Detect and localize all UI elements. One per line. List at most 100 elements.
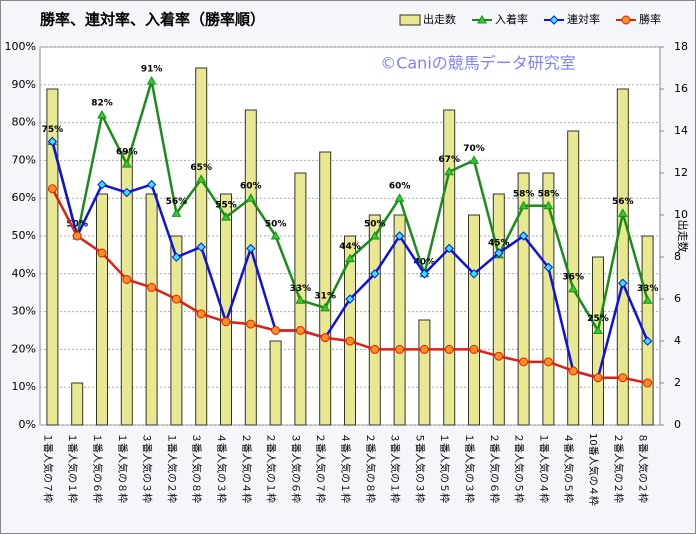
point — [370, 269, 380, 279]
point — [221, 317, 231, 327]
x-tick-label: １番人気の６枠 — [91, 433, 104, 503]
point — [246, 243, 256, 254]
x-tick-label: 10番人気の４枠 — [587, 433, 600, 506]
point — [369, 230, 380, 240]
point — [642, 336, 653, 346]
x-tick-label: ５番人気の３枠 — [413, 433, 426, 503]
data-label: 44% — [339, 242, 361, 252]
point — [47, 184, 57, 194]
bar — [319, 151, 332, 426]
data-label: 60% — [389, 182, 411, 192]
data-label: 50% — [265, 220, 287, 230]
x-tick-label: ４番人気の３枠 — [215, 433, 228, 503]
data-label: 75% — [42, 125, 64, 135]
bar — [468, 214, 480, 426]
bar — [71, 382, 84, 426]
y2-tick-label: 6 — [674, 292, 681, 305]
point — [295, 326, 305, 335]
bar — [517, 172, 530, 426]
point — [171, 208, 182, 217]
legend-swatch — [399, 14, 421, 26]
point — [444, 344, 454, 354]
bar — [170, 235, 183, 426]
point — [221, 212, 231, 221]
y-tick-label: 60% — [12, 191, 36, 204]
x-tick-label: ４番人気の１枠 — [339, 433, 352, 503]
point — [643, 378, 653, 388]
chart-title: 勝率、連対率、入着率（勝率順） — [40, 11, 265, 29]
point — [295, 295, 306, 304]
point — [245, 193, 256, 202]
x-tick-label: ８番人気の２枠 — [637, 433, 650, 503]
point — [72, 231, 82, 241]
watermark: ©Caniの競馬データ研究室 — [380, 54, 576, 73]
y2-tick-label: 8 — [674, 250, 681, 263]
y2-tick-label: 2 — [674, 376, 681, 389]
point — [196, 242, 206, 252]
point — [246, 319, 256, 329]
x-tick-label: ２番人気の４枠 — [240, 433, 253, 503]
data-label: 69% — [116, 148, 138, 158]
x-tick-label: ３番人気の１枠 — [389, 433, 402, 503]
point — [477, 14, 487, 24]
point — [394, 231, 405, 241]
data-label: 25% — [587, 314, 609, 324]
point — [97, 248, 107, 258]
point — [519, 357, 529, 367]
point — [494, 351, 504, 361]
legend-label: 勝率 — [639, 12, 661, 26]
data-label: 60% — [240, 182, 262, 192]
data-label: 56% — [166, 197, 188, 207]
data-label: 91% — [141, 65, 163, 75]
point — [419, 344, 429, 354]
y-tick-label: 70% — [12, 153, 36, 166]
bar — [592, 256, 604, 426]
x-tick-label: ３番人気の３枠 — [141, 433, 154, 503]
data-label: 58% — [513, 189, 535, 199]
y-tick-label: 10% — [12, 380, 36, 393]
bar — [492, 193, 505, 426]
point — [122, 187, 132, 198]
point — [419, 269, 430, 279]
bar — [220, 193, 232, 426]
legend-label: 出走数 — [423, 12, 456, 26]
point — [469, 344, 479, 354]
x-tick-label: １番人気の７枠 — [41, 433, 54, 503]
point — [345, 294, 355, 304]
data-label: 65% — [190, 163, 212, 173]
y2-tick-label: 12 — [674, 166, 688, 179]
point — [395, 344, 405, 354]
bar — [120, 151, 133, 426]
y-tick-label: 50% — [12, 229, 36, 242]
point — [171, 252, 182, 262]
bar — [244, 109, 257, 426]
bar — [368, 214, 381, 426]
point — [394, 193, 405, 202]
bar — [96, 193, 108, 426]
data-label: 45% — [488, 238, 510, 248]
bar — [145, 193, 158, 426]
x-tick-label: ４番人気の５枠 — [562, 433, 575, 503]
x-tick-label: １番人気の８枠 — [116, 433, 129, 503]
point — [320, 302, 331, 312]
point — [270, 230, 281, 240]
y2-tick-label: 16 — [674, 82, 688, 95]
point — [122, 274, 132, 284]
data-label: 56% — [612, 197, 634, 207]
point — [121, 159, 132, 168]
point — [469, 155, 479, 164]
x-tick-label: ３番人気の６枠 — [289, 433, 302, 503]
point — [621, 15, 631, 25]
data-label: 50% — [66, 220, 88, 230]
point — [494, 248, 504, 258]
point — [543, 357, 553, 367]
bar — [567, 130, 580, 426]
point — [444, 243, 454, 254]
y-tick-label: 80% — [12, 116, 36, 129]
y2-tick-label: 0 — [674, 418, 681, 431]
x-tick-label: ２番人気の７枠 — [314, 433, 327, 503]
bar — [418, 319, 431, 426]
point — [568, 366, 578, 376]
x-tick-label: ３番人気の８枠 — [190, 433, 203, 503]
point — [345, 336, 355, 346]
